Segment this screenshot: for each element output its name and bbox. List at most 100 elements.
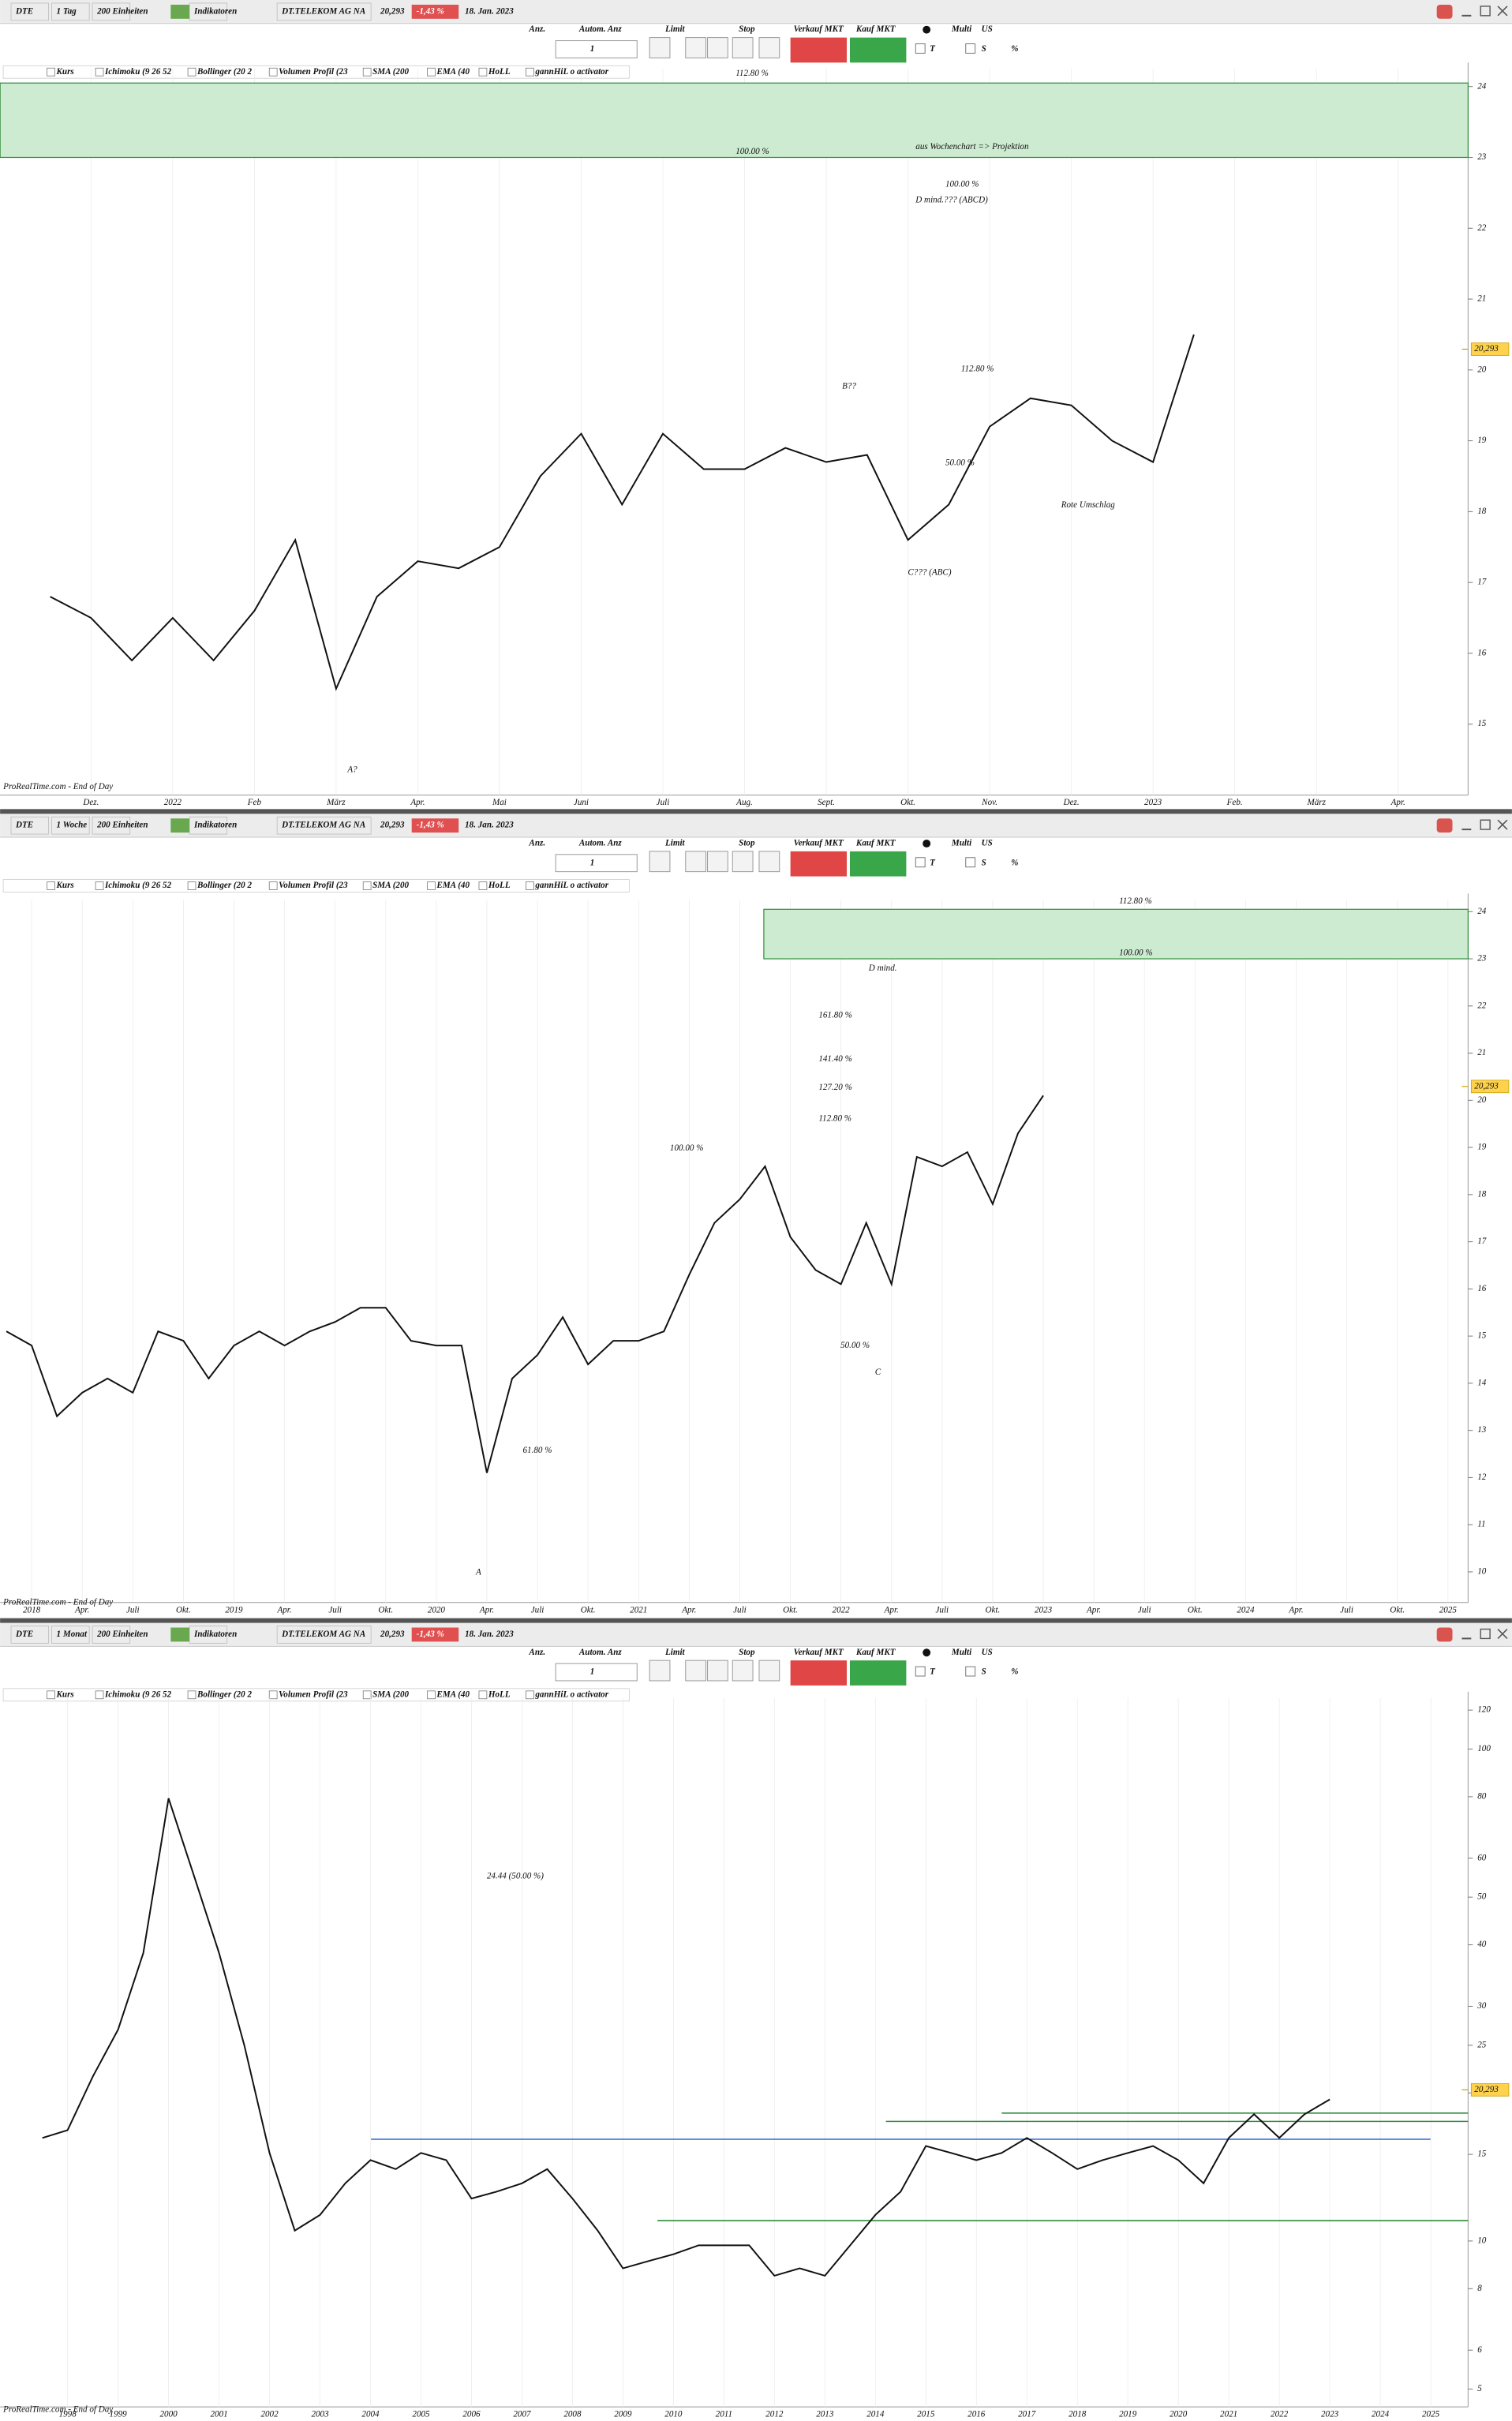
indicator[interactable]: gannHiL o activator [534, 1689, 608, 1699]
indicator-checkbox[interactable] [187, 67, 196, 77]
indicator[interactable]: EMA (40 [436, 881, 470, 890]
indicator[interactable]: SMA (200 [372, 67, 409, 77]
indicator-checkbox[interactable] [47, 1690, 55, 1700]
symbol[interactable]: DTE [15, 6, 33, 16]
timeframe-frame[interactable] [51, 2, 90, 21]
indicator-checkbox[interactable] [478, 881, 488, 890]
units-frame[interactable] [92, 1626, 131, 1644]
order-button[interactable] [758, 851, 780, 873]
quantity-input[interactable] [555, 854, 638, 873]
symbol[interactable]: DTE [15, 821, 33, 830]
sell-button[interactable] [790, 851, 848, 877]
sell-button[interactable] [790, 37, 848, 63]
indicator-checkbox[interactable] [187, 1690, 196, 1700]
indicator-checkbox[interactable] [478, 1690, 488, 1700]
quantity[interactable]: 1 [590, 1667, 595, 1677]
indicator[interactable]: gannHiL o activator [534, 67, 608, 77]
order-button[interactable] [707, 851, 728, 873]
toggle[interactable] [923, 25, 931, 34]
indicator[interactable]: Kurs [56, 67, 74, 77]
indicator[interactable]: Bollinger (20 2 [196, 67, 252, 77]
indicator-checkbox[interactable] [526, 67, 534, 77]
indicator-checkbox[interactable] [47, 67, 55, 77]
indicator-checkbox[interactable] [362, 881, 372, 890]
indicator[interactable]: Ichimoku (9 26 52 [104, 1689, 172, 1699]
checkbox[interactable] [965, 1666, 976, 1677]
indicator-checkbox[interactable] [268, 1690, 278, 1700]
quantity-input[interactable] [555, 40, 638, 58]
instrument[interactable]: DT.TELEKOM AG NA [281, 6, 365, 16]
order-button[interactable] [732, 851, 754, 873]
indicator[interactable]: EMA (40 [436, 1689, 470, 1699]
order-button[interactable] [685, 37, 707, 58]
close[interactable] [1497, 819, 1508, 830]
indicator-checkbox[interactable] [526, 1690, 534, 1700]
indicator-checkbox[interactable] [95, 881, 104, 890]
indicator[interactable]: Bollinger (20 2 [196, 1689, 252, 1699]
order-button[interactable] [685, 851, 707, 873]
indicator[interactable]: SMA (200 [372, 881, 409, 890]
indicator[interactable]: Kurs [56, 1689, 74, 1699]
units[interactable]: 200 Einheiten [96, 1630, 148, 1639]
checkbox[interactable] [915, 1666, 926, 1677]
timeframe-frame[interactable] [51, 816, 90, 835]
close[interactable] [1497, 6, 1508, 17]
toggle[interactable] [923, 839, 931, 848]
indicator[interactable]: Ichimoku (9 26 52 [104, 67, 172, 77]
window-icon[interactable] [1436, 4, 1453, 19]
indicator[interactable]: HoLL [488, 67, 511, 77]
maximize[interactable] [1480, 819, 1491, 830]
checkbox[interactable] [965, 857, 976, 868]
order-button[interactable] [758, 1660, 780, 1682]
maximize[interactable] [1480, 1628, 1491, 1640]
instrument-frame[interactable] [276, 1626, 372, 1644]
units[interactable]: 200 Einheiten [96, 6, 148, 16]
indicator-checkbox[interactable] [427, 67, 436, 77]
window-icon[interactable] [1436, 818, 1453, 833]
buy-button[interactable] [849, 1660, 907, 1686]
order-button[interactable] [685, 1660, 707, 1682]
indicator[interactable]: Volumen Profil (23 [279, 67, 348, 77]
indicator-checkbox[interactable] [187, 881, 196, 890]
checkbox[interactable] [965, 43, 976, 54]
order-button[interactable] [758, 37, 780, 58]
order-button[interactable] [649, 1660, 671, 1682]
indicators-button[interactable]: Indikatoren [193, 821, 237, 830]
buy-button[interactable] [849, 851, 907, 877]
order-button[interactable] [707, 1660, 728, 1682]
sell-button[interactable] [790, 1660, 848, 1686]
indicator-checkbox[interactable] [95, 1690, 104, 1700]
indicator-checkbox[interactable] [427, 1690, 436, 1700]
indicator-checkbox[interactable] [47, 881, 55, 890]
indicator[interactable]: Volumen Profil (23 [279, 1689, 348, 1699]
indicator[interactable]: HoLL [488, 881, 511, 890]
quantity-input[interactable] [555, 1663, 638, 1682]
indicator[interactable]: Kurs [56, 881, 74, 890]
indicator-checkbox[interactable] [268, 67, 278, 77]
order-button[interactable] [649, 851, 671, 873]
order-button[interactable] [649, 37, 671, 58]
indicator-checkbox[interactable] [362, 1690, 372, 1700]
order-button[interactable] [707, 37, 728, 58]
indicator-checkbox[interactable] [95, 67, 104, 77]
indicator[interactable]: HoLL [488, 1689, 511, 1699]
indicator-checkbox[interactable] [427, 881, 436, 890]
symbol-frame[interactable] [10, 2, 49, 21]
indicator[interactable]: Ichimoku (9 26 52 [104, 881, 172, 890]
indicator[interactable]: gannHiL o activator [534, 881, 608, 890]
timeframe[interactable]: 1 Woche [57, 821, 88, 830]
indicators-button[interactable]: Indikatoren [193, 1630, 237, 1639]
quantity[interactable]: 1 [590, 858, 595, 867]
order-button[interactable] [732, 1660, 754, 1682]
symbol-frame[interactable] [10, 1626, 49, 1644]
units-frame[interactable] [92, 2, 131, 21]
instrument-frame[interactable] [276, 2, 372, 21]
quantity[interactable]: 1 [590, 44, 595, 54]
indicators-button[interactable]: Indikatoren [193, 6, 237, 16]
symbol[interactable]: DTE [15, 1630, 33, 1639]
indicator-checkbox[interactable] [526, 881, 534, 890]
symbol-frame[interactable] [10, 816, 49, 835]
toggle[interactable] [923, 1648, 931, 1657]
timeframe-frame[interactable] [51, 1626, 90, 1644]
timeframe[interactable]: 1 Tag [57, 6, 77, 16]
